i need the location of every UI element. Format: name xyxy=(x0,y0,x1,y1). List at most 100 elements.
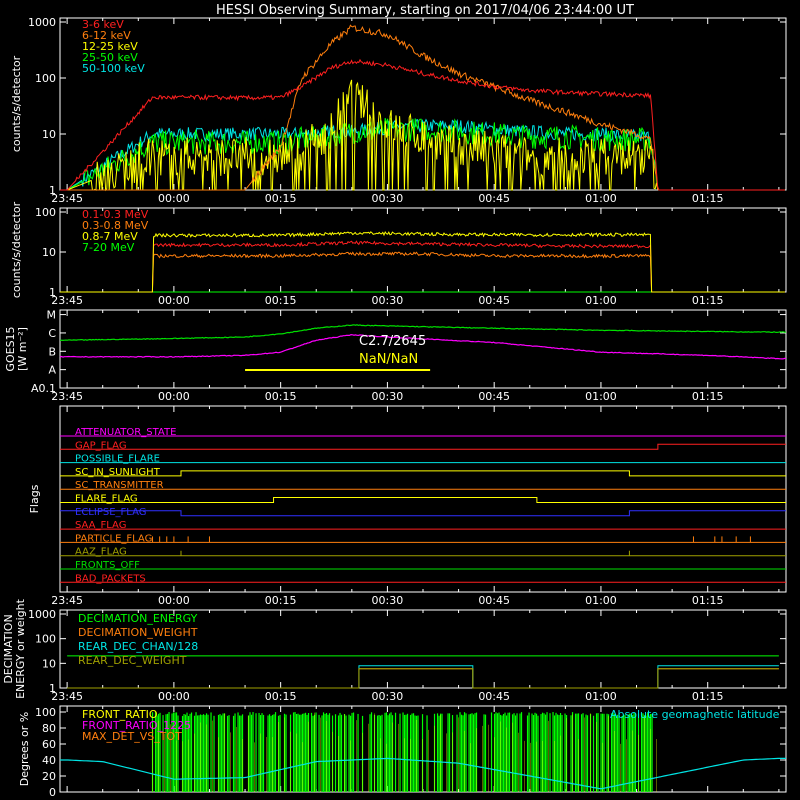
time-tick-label: 00:00 xyxy=(158,192,190,205)
legend-entry: FRONT_RATIO_1225 xyxy=(82,719,191,732)
y-axis-label-2: ENERGY or weight xyxy=(14,598,27,698)
y-tick-label: 80 xyxy=(42,722,56,735)
y-tick-label: 100 xyxy=(35,633,56,646)
panel-frame-p3 xyxy=(59,309,787,389)
goes-short-channel-line xyxy=(59,333,787,360)
time-tick-label: 00:15 xyxy=(265,294,297,307)
time-tick-label: 00:30 xyxy=(372,390,404,403)
y-axis-label: counts/s/detector xyxy=(10,55,23,152)
time-tick-label: 01:15 xyxy=(692,390,724,403)
legend-entry: MAX_DET_VS_TOT xyxy=(82,730,182,743)
y-tick-label: 60 xyxy=(42,738,56,751)
flare-class-label: C2.7/2645 xyxy=(359,334,426,349)
legend-entry: 0.8-7 MeV xyxy=(82,230,138,243)
time-tick-label: 23:45 xyxy=(51,192,83,205)
y-tick-label: 1000 xyxy=(28,16,56,29)
plot-title: HESSI Observing Summary, starting on 201… xyxy=(216,3,634,18)
time-tick-label: 00:15 xyxy=(265,192,297,205)
time-tick-label: 01:15 xyxy=(692,294,724,307)
time-tick-label: 01:00 xyxy=(585,390,617,403)
time-tick-label: 00:45 xyxy=(478,390,510,403)
time-tick-label: 00:45 xyxy=(478,294,510,307)
legend-entry: DECIMATION_WEIGHT xyxy=(78,626,198,639)
time-tick-label: 00:15 xyxy=(265,594,297,607)
panel-ratios-latitude: 0 20 40 60 80 100 Degrees or % FRONT_RATIOFRONT… xyxy=(18,706,786,799)
y-tick-label: 20 xyxy=(42,770,56,783)
flag-label: SAA_FLAG xyxy=(75,520,126,531)
legend-entry: REAR_DEC_WEIGHT xyxy=(78,654,187,667)
y-tick-label: 10 xyxy=(42,657,56,670)
time-tick-label: 01:00 xyxy=(585,594,617,607)
time-tick-label: 00:00 xyxy=(158,690,190,703)
panel-frames: 23:45 00:00 00:15 00:30 00:45 01:00 01:15 23:45… xyxy=(51,17,787,793)
panel-decimation: 1 10 100 1000 DECIMATION ENERGY or weight DECI… xyxy=(2,598,786,699)
time-tick-label: 00:00 xyxy=(158,294,190,307)
y-axis-label: GOES15 xyxy=(4,326,17,371)
flag-label: SC_TRANSMITTER xyxy=(75,480,164,491)
time-tick-label: 00:45 xyxy=(478,192,510,205)
flag-label: POSSIBLE_FLARE xyxy=(75,454,160,465)
series-line-3-6-keV xyxy=(60,58,785,191)
time-tick-label: 23:45 xyxy=(51,294,83,307)
flag-label: PARTICLE_FLAG xyxy=(75,533,152,544)
legend-entry: 50-100 keV xyxy=(82,62,145,75)
series-line-0.3-0.8-MeV xyxy=(60,251,785,293)
geomagnetic-latitude-line xyxy=(60,757,786,790)
series-line-0.1-0.3-MeV xyxy=(60,240,785,293)
y-axis-label: counts/s/detector xyxy=(10,201,23,298)
y-tick-label: 40 xyxy=(42,754,56,767)
y-axis-unit: [W m⁻²] xyxy=(16,327,29,371)
y-tick-label: 100 xyxy=(35,706,56,719)
time-tick-label: 00:30 xyxy=(372,192,404,205)
legend-entry: REAR_DEC_CHAN/128 xyxy=(78,640,198,653)
y-axis-label: DECIMATION xyxy=(2,614,15,683)
time-tick-label: 23:45 xyxy=(51,690,83,703)
y-tick-label: 10 xyxy=(42,128,56,141)
time-tick-label: 01:00 xyxy=(585,690,617,703)
time-tick-label: 23:45 xyxy=(51,390,83,403)
legend-entry: 3-6 keV xyxy=(82,18,124,31)
time-tick-label: 00:00 xyxy=(158,594,190,607)
flare-position-label: NaN/NaN xyxy=(359,352,418,367)
flag-line xyxy=(60,497,786,503)
y-tick-label: 0 xyxy=(49,786,56,799)
y-tick-label: C xyxy=(48,327,56,340)
time-tick-label: 01:15 xyxy=(692,690,724,703)
legend-entry: 7-20 MeV xyxy=(82,241,135,254)
time-tick-label: 01:00 xyxy=(585,192,617,205)
legend-entry: 0.1-0.3 MeV xyxy=(82,208,149,221)
legend-entry: 12-25 keV xyxy=(82,40,138,53)
y-tick-label: A xyxy=(48,364,56,377)
flag-line xyxy=(60,510,786,517)
time-tick-label: 00:45 xyxy=(478,690,510,703)
legend-entry: 25-50 keV xyxy=(82,51,138,64)
time-tick-label: 01:15 xyxy=(692,192,724,205)
flag-line xyxy=(60,443,786,450)
time-tick-label: 00:15 xyxy=(265,390,297,403)
legend-entry: 0.3-0.8 MeV xyxy=(82,219,149,232)
y-tick-label: 100 xyxy=(35,206,56,219)
y-tick-label: 10 xyxy=(42,246,56,259)
flag-label: BAD_PACKETS xyxy=(75,573,146,584)
time-tick-label: 00:30 xyxy=(372,594,404,607)
panel-frame-p1 xyxy=(59,17,787,191)
y-tick-label: 1 xyxy=(49,184,56,197)
y-tick-label: 1000 xyxy=(28,608,56,621)
legend-entry: 6-12 keV xyxy=(82,29,131,42)
panel-flags: Flags ATTENUATOR_STATE GAP_FLAG POSSIBLE_FL… xyxy=(28,427,786,584)
y-tick-label: 1 xyxy=(49,286,56,299)
flag-label: AAZ_FLAG xyxy=(75,547,127,558)
flag-label: ATTENUATOR_STATE xyxy=(75,427,176,438)
flag-label: FRONTS_OFF xyxy=(75,560,140,571)
y-tick-label: 100 xyxy=(35,72,56,85)
time-tick-label: 00:30 xyxy=(372,690,404,703)
time-tick-label: 01:00 xyxy=(585,294,617,307)
flag-label: FLARE_FLAG xyxy=(75,494,138,505)
panel-gamma-counts: 1 10 100 counts/s/detector 0.1-0.3 MeV0.3-0.… xyxy=(10,201,786,299)
y-tick-label: 1 xyxy=(49,682,56,695)
series-line-0.8-7-MeV xyxy=(60,230,785,293)
time-tick-label: 00:30 xyxy=(372,294,404,307)
